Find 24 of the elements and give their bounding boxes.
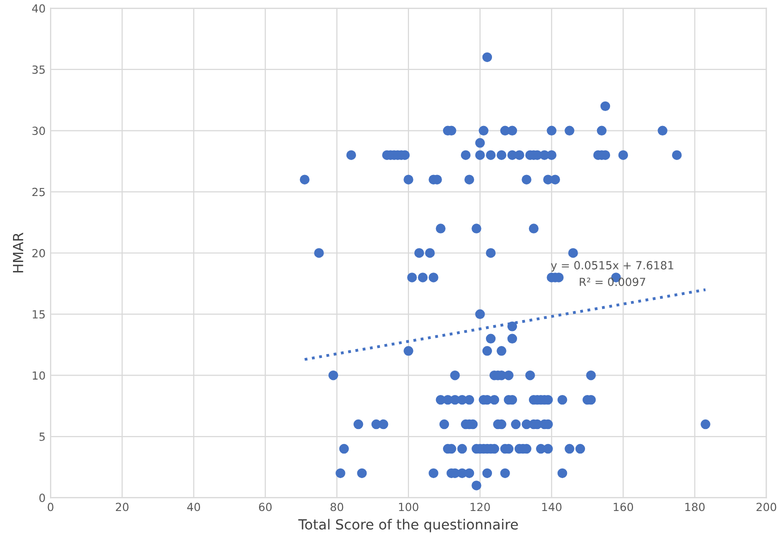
x-axis-title: Total Score of the questionnaire xyxy=(298,518,518,532)
y-tick-label: 35 xyxy=(32,65,45,74)
x-tick-label: 200 xyxy=(756,502,776,512)
y-tick-label: 0 xyxy=(39,494,45,502)
x-tick-label: 140 xyxy=(542,502,562,512)
y-tick-label: 5 xyxy=(39,432,45,441)
y-tick-label: 25 xyxy=(32,188,45,196)
x-tick-label: 160 xyxy=(614,502,634,512)
x-tick-label: 120 xyxy=(470,502,490,512)
x-tick-label: 180 xyxy=(685,502,705,512)
y-tick-label: 40 xyxy=(32,4,45,13)
x-tick-label: 0 xyxy=(48,502,54,512)
x-tick-label: 80 xyxy=(330,502,344,512)
y-tick-label: 30 xyxy=(32,126,45,136)
annotation: R² = 0.0097 xyxy=(580,278,646,286)
x-tick-label: 40 xyxy=(187,502,200,512)
y-tick-label: 15 xyxy=(32,310,45,319)
annotation: y = 0.0515x + 7.6181 xyxy=(550,261,674,272)
y-tick-label: 20 xyxy=(32,248,45,258)
x-tick-label: 60 xyxy=(259,502,272,512)
x-tick-label: 100 xyxy=(399,502,418,512)
y-axis-title: HMAR xyxy=(13,232,24,272)
y-tick-label: 10 xyxy=(32,371,45,380)
x-tick-label: 20 xyxy=(116,502,128,512)
